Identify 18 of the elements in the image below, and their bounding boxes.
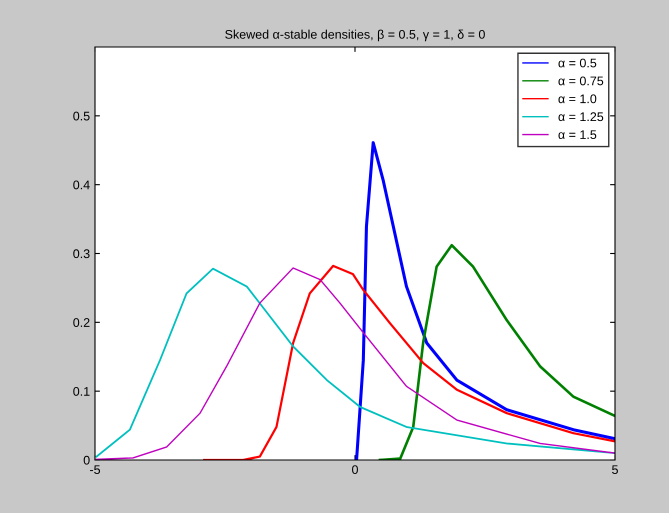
- legend-label: α = 1.0: [558, 94, 596, 104]
- x-tick-label: 5: [612, 465, 618, 474]
- x-tick-label: -5: [90, 465, 100, 474]
- y-tick-label: 0.1: [73, 386, 90, 396]
- y-tick-label: 0.5: [73, 112, 90, 120]
- chart-title: Skewed α-stable densities, β = 0.5, γ = 1, δ = 0: [225, 30, 485, 42]
- y-tick-label: 0.3: [73, 249, 90, 258]
- line-series: [355, 141, 615, 460]
- x-tick-label: 0: [352, 465, 358, 474]
- legend-label: α = 0.75: [558, 76, 604, 86]
- line-series: [378, 244, 615, 460]
- y-tick-label: 0.4: [73, 180, 90, 190]
- line-series: [203, 264, 615, 460]
- legend-label: α = 1.25: [558, 112, 604, 122]
- y-tick-label: 0: [84, 456, 90, 465]
- y-tick-label: 0.2: [73, 318, 90, 327]
- legend-label: α = 0.5: [558, 58, 596, 68]
- legend-label: α = 1.5: [558, 130, 596, 140]
